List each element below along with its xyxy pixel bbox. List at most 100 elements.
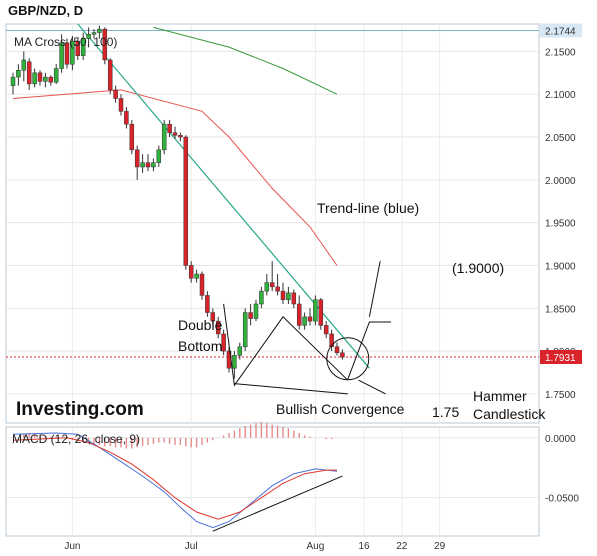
candle-body xyxy=(269,282,275,288)
hammer-leader-line xyxy=(358,379,386,395)
price-y-tick-label: 1.7500 xyxy=(545,390,576,401)
candle-body xyxy=(280,290,286,300)
candle-body xyxy=(80,38,86,56)
price-y-tick-label: 1.9500 xyxy=(545,219,576,230)
candle-body xyxy=(10,76,16,86)
x-tick-label: Jun xyxy=(64,541,80,552)
chart-title: GBP/NZD, D xyxy=(8,3,83,18)
annotation-level-1900: (1.9000) xyxy=(452,260,504,276)
macd-line xyxy=(12,432,338,529)
candle-body xyxy=(37,72,43,82)
candle-body xyxy=(161,123,167,151)
candle-body xyxy=(323,325,329,335)
candle-body xyxy=(232,355,237,369)
macd-marks xyxy=(12,422,343,532)
annotation-bullish-convergence: Bullish Convergence xyxy=(276,401,405,417)
signal-line xyxy=(12,437,337,520)
price-y-tick-label: 1.8500 xyxy=(545,304,576,315)
annotation-hammer-2: Candlestick xyxy=(473,406,546,422)
high-marker-badge: 2.1744 xyxy=(540,23,582,38)
candle-body xyxy=(313,299,318,322)
x-tick-label: 22 xyxy=(396,541,408,552)
annotation-level-175: 1.75 xyxy=(432,404,459,420)
candle-body xyxy=(172,132,178,136)
candle-body xyxy=(210,312,216,322)
price-grid xyxy=(6,24,539,423)
candle-body xyxy=(286,292,291,300)
macd-y-tick-label: 0.0000 xyxy=(545,434,576,445)
candle-body xyxy=(167,123,172,133)
candle-body xyxy=(75,40,81,56)
candle-body xyxy=(145,162,151,168)
candle-body xyxy=(248,312,253,319)
x-tick-label: 16 xyxy=(358,541,370,552)
candle-body xyxy=(329,333,334,348)
candle-body xyxy=(118,98,124,112)
candle-body xyxy=(242,312,248,348)
annotation-double-bottom-2: Bottom xyxy=(178,338,222,354)
candle-body xyxy=(264,282,270,292)
candle-body xyxy=(134,149,140,168)
double-bottom-pattern-line xyxy=(223,303,349,387)
candle-body xyxy=(97,28,102,33)
price-y-tick-label: 1.9000 xyxy=(545,261,576,272)
price-y-tick-label: 2.1500 xyxy=(545,47,576,58)
x-tick-label: 29 xyxy=(434,541,446,552)
macd-label: MACD (12, 26, close, 9) xyxy=(12,432,140,446)
candle-body xyxy=(86,34,91,39)
candle-body xyxy=(340,352,345,358)
current-price-value: 1.7931 xyxy=(545,353,576,364)
candle-body xyxy=(194,273,199,279)
candle-body xyxy=(26,61,32,85)
price-panel-frame xyxy=(5,23,540,424)
candle-body xyxy=(237,346,243,356)
annotation-hammer-1: Hammer xyxy=(473,388,527,404)
candle-body xyxy=(102,28,108,61)
ma-100-line xyxy=(153,26,338,95)
candle-body xyxy=(113,89,118,99)
candle-body xyxy=(48,76,54,83)
candle-body xyxy=(178,135,183,138)
price-y-tick-label: 2.1000 xyxy=(545,90,576,101)
investing-logo-text: Investing.com xyxy=(16,399,144,420)
candle-body xyxy=(215,320,221,335)
candle-body xyxy=(205,295,210,313)
bullish-convergence-price-line xyxy=(234,383,348,395)
high-marker-value: 2.1744 xyxy=(545,27,576,38)
candle-body xyxy=(183,136,189,266)
macd-grid xyxy=(6,427,539,536)
candle-body xyxy=(124,111,129,125)
high-marker-badge-bg xyxy=(540,23,582,38)
annotation-trend-line: Trend-line (blue) xyxy=(317,200,419,216)
candle-body xyxy=(259,290,264,305)
axis-labels: 2.1500 2.1000 2.0500 2.0000 1.9500 1.9000 1.85… xyxy=(64,47,579,552)
level-1900-leader-line xyxy=(347,321,391,380)
candle-body xyxy=(302,316,307,326)
investing-logo: Investing.com xyxy=(16,399,144,420)
candle-body xyxy=(107,59,113,91)
candle-body xyxy=(253,303,259,319)
candle-body xyxy=(318,299,324,326)
candle-body xyxy=(199,273,205,296)
candle-body xyxy=(334,346,340,354)
ma-cross-label: MA Cross (50, 100) xyxy=(14,35,117,49)
price-y-tick-label: 2.0000 xyxy=(545,176,576,187)
hammer-circle xyxy=(326,337,370,381)
candle-body xyxy=(91,32,97,35)
candle-body xyxy=(70,40,75,65)
level-1900-pointer xyxy=(368,261,381,317)
current-price-badge-bg xyxy=(540,349,582,364)
candle-body xyxy=(59,42,64,69)
candle-body xyxy=(151,162,156,168)
macd-convergence-line xyxy=(212,475,343,532)
candle-body xyxy=(296,303,302,326)
ma-50-line xyxy=(12,89,338,266)
candle-body xyxy=(188,265,194,279)
candle-body xyxy=(221,333,226,352)
x-tick-label: Jul xyxy=(185,541,198,552)
candle-body xyxy=(43,76,48,82)
candle-body xyxy=(21,59,27,71)
candle-body xyxy=(16,69,21,78)
x-tick-label: Aug xyxy=(307,541,325,552)
